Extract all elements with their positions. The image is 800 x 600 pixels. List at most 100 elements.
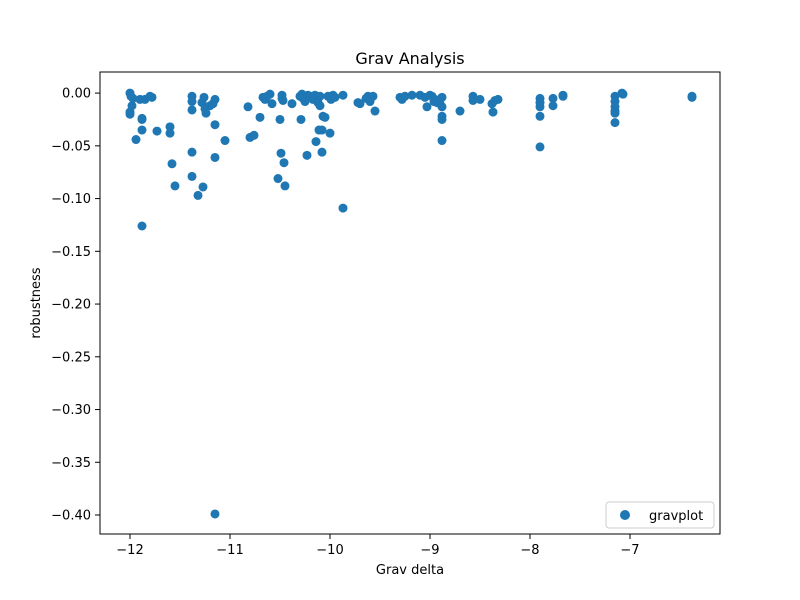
x-tick-label: −7 [620,543,639,558]
x-tick-label: −9 [420,543,439,558]
y-tick-label: −0.15 [51,245,91,260]
data-point [468,95,478,105]
y-axis-ticks: 0.00 −0.05 −0.10 −0.15 −0.20 −0.25 −0.30 −0.35 −… [51,87,100,524]
data-point [493,94,503,104]
legend: gravplot [605,501,715,529]
data-point [325,128,335,138]
data-point [610,108,620,118]
data-point [128,93,138,103]
x-axis-label: Grav delta [376,563,444,578]
legend-label: gravplot [649,509,703,524]
data-point [535,102,545,112]
data-point [187,171,197,181]
data-point [167,159,177,169]
data-point [201,108,211,118]
data-point [220,136,230,146]
data-point [302,150,312,160]
data-point [535,111,545,121]
data-point [147,92,157,102]
data-point [198,182,208,192]
data-point [338,90,348,100]
data-point [370,106,380,116]
data-point [275,114,285,124]
data-point [535,142,545,152]
x-tick-label: −11 [216,543,243,558]
y-axis-label: robustness [29,267,44,338]
data-point [407,90,417,100]
data-point [618,89,628,99]
data-point [187,97,197,107]
data-point [137,125,147,135]
data-point [131,135,141,145]
data-point [165,122,175,132]
y-tick-label: 0.00 [62,87,91,102]
data-point [267,99,277,109]
data-point [368,91,378,101]
y-tick-label: −0.30 [51,403,91,418]
data-point [338,203,348,213]
data-point [558,91,568,101]
data-point [243,102,253,112]
y-tick-label: −0.20 [51,298,91,313]
data-point [170,181,180,191]
y-tick-label: −0.10 [51,192,91,207]
data-point [152,126,162,136]
data-point [548,101,558,111]
data-point [127,101,137,111]
data-point [280,181,290,191]
data-point [687,91,697,101]
data-points [125,88,697,519]
data-point [249,130,259,140]
data-point [422,102,432,112]
data-point [137,113,147,123]
x-tick-label: −12 [116,543,143,558]
data-point [317,125,327,135]
data-point [210,509,220,519]
data-point [279,158,289,168]
data-point [437,102,447,112]
data-point [475,94,485,104]
data-point [265,89,275,99]
data-point [355,99,365,109]
plot-frame [99,71,721,535]
data-point [315,91,325,101]
data-point [330,92,340,102]
data-point [610,118,620,128]
data-point [199,92,209,102]
data-point [287,99,297,109]
data-point [210,152,220,162]
data-point [437,92,447,102]
x-tick-label: −8 [520,543,539,558]
data-point [165,128,175,138]
data-point [548,93,558,103]
legend-marker [620,510,630,520]
data-point [210,120,220,130]
data-point [488,107,498,117]
data-point [315,101,325,111]
y-tick-label: −0.40 [51,509,91,524]
data-point [273,174,283,184]
legend-box [605,501,715,529]
data-point [276,148,286,158]
y-tick-label: −0.25 [51,350,91,365]
data-point [278,95,288,105]
data-point [317,147,327,157]
data-point [125,109,135,119]
data-point [137,221,147,231]
data-point [255,112,265,122]
chart-title: Grav Analysis [355,49,464,68]
y-tick-label: −0.35 [51,456,91,471]
data-point [296,114,306,124]
data-point [400,91,410,101]
x-axis-ticks: −12 −11 −10 −9 −8 −7 [116,534,640,558]
data-point [311,137,321,147]
data-point [187,105,197,115]
data-point [455,106,465,116]
data-point [187,147,197,157]
data-point [210,94,220,104]
data-point [437,114,447,124]
y-tick-label: −0.05 [51,139,91,154]
data-point [193,190,203,200]
data-point [320,112,330,122]
